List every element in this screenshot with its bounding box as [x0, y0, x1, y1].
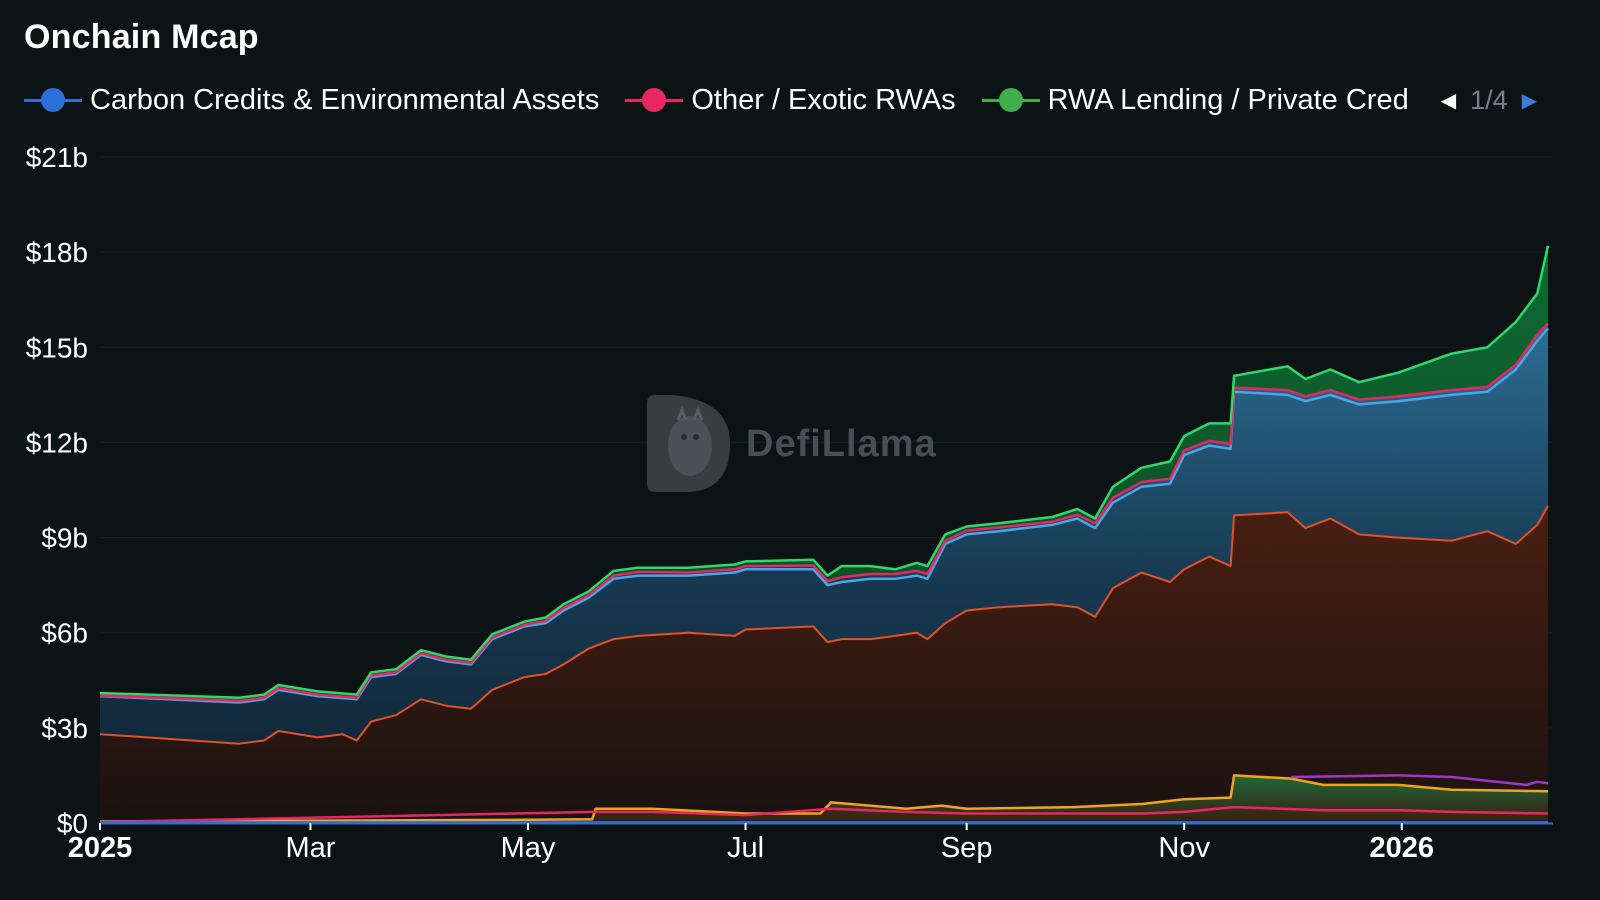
legend-pager: ◀ 1/4 ▶: [1435, 85, 1543, 116]
legend-item-carbon-credits[interactable]: Carbon Credits & Environmental Assets: [24, 84, 599, 117]
legend-page-indicator: 1/4: [1470, 84, 1508, 115]
x-axis-ticks: 2025 Mar May Jul Sep Nov 2026: [68, 823, 1434, 864]
llama-logo-icon: [647, 395, 730, 492]
series-line-carbon-credits: [99, 327, 1549, 704]
series-line-red: [99, 805, 1549, 824]
legend-marker-icon: [625, 85, 684, 115]
area-series-orange: [100, 505, 1548, 823]
y-tick-label: $15b: [26, 332, 88, 363]
x-tick-label: May: [501, 832, 556, 864]
y-tick-label: $6b: [41, 618, 88, 649]
x-tick-label: Sep: [941, 832, 993, 864]
caret-right-icon[interactable]: ▶: [1521, 89, 1538, 112]
series-line-other-exotic-rwas: [99, 322, 1549, 703]
x-tick-label: 2026: [1370, 832, 1435, 864]
y-tick-label: $12b: [26, 427, 88, 458]
legend-marker-icon: [981, 85, 1040, 115]
y-axis-ticks: $0 $3b $6b $9b $12b $15b $18b $21b: [26, 142, 88, 839]
chart-title: Onchain Mcap: [24, 18, 259, 56]
x-tick-label: 2025: [68, 832, 133, 864]
caret-left-icon[interactable]: ◀: [1440, 89, 1457, 112]
series-lines: [99, 245, 1550, 824]
chart-legend: Carbon Credits & Environmental Assets Ot…: [24, 80, 1543, 120]
legend-label: RWA Lending / Private Cred: [1047, 83, 1409, 116]
x-tick-label: Jul: [727, 832, 764, 864]
legend-label: Carbon Credits & Environmental Assets: [90, 83, 600, 116]
y-tick-label: $9b: [41, 523, 88, 554]
series-line-amber: [99, 774, 1549, 823]
series-line-rwa-lending: [99, 245, 1550, 699]
y-tick-label: $0: [57, 808, 88, 839]
y-tick-label: $21b: [26, 142, 88, 173]
x-tick-label: Nov: [1158, 832, 1210, 864]
series-line-orange: [99, 505, 1549, 745]
y-tick-label: $18b: [26, 237, 88, 268]
legend-label: Other / Exotic RWAs: [691, 83, 956, 116]
y-tick-label: $3b: [41, 713, 88, 744]
legend-item-rwa-lending[interactable]: RWA Lending / Private Cred: [981, 83, 1409, 117]
x-tick-label: Mar: [285, 832, 335, 864]
legend-item-other-exotic-rwas[interactable]: Other / Exotic RWAs: [625, 83, 956, 117]
watermark-text: DefiLlama: [746, 423, 937, 465]
legend-marker-icon: [24, 85, 82, 115]
defillama-watermark: DefiLlama: [647, 395, 937, 492]
series-line-purple: [1291, 774, 1549, 787]
